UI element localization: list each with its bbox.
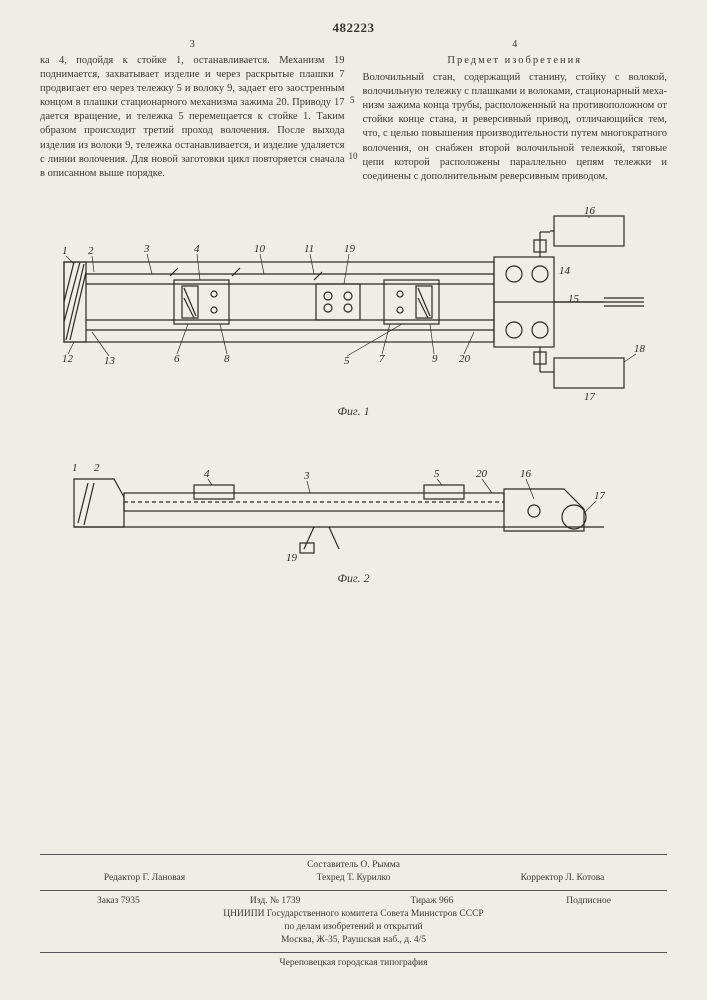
svg-text:17: 17 (594, 490, 606, 502)
figures-block: 1 2 3 4 10 11 19 16 14 15 18 17 20 9 7 5… (40, 202, 667, 586)
svg-text:2: 2 (88, 245, 94, 257)
footer-corrector: Корректор Л. Котова (458, 872, 667, 885)
svg-text:3: 3 (143, 243, 150, 255)
column-left: 3 ка 4, подойдя к стойке 1, останавливае… (40, 38, 345, 184)
svg-text:5: 5 (344, 355, 350, 367)
svg-text:1: 1 (72, 462, 78, 474)
marginal-10: 10 (349, 150, 358, 162)
figure-1: 1 2 3 4 10 11 19 16 14 15 18 17 20 9 7 5… (44, 202, 664, 402)
svg-text:18: 18 (634, 343, 646, 355)
svg-text:4: 4 (204, 468, 210, 480)
col-num-left: 3 (40, 38, 345, 52)
svg-text:19: 19 (344, 243, 356, 255)
marginal-5: 5 (350, 94, 355, 106)
svg-text:20: 20 (459, 353, 471, 365)
svg-text:4: 4 (194, 243, 200, 255)
svg-text:9: 9 (432, 353, 438, 365)
svg-text:10: 10 (254, 243, 266, 255)
svg-text:6: 6 (174, 353, 180, 365)
footer-tirage: Тираж 966 (354, 895, 511, 908)
svg-text:11: 11 (304, 243, 314, 255)
col-num-right: 4 (363, 38, 668, 52)
svg-text:5: 5 (434, 468, 440, 480)
column-right: 4 Предмет изобретения Волочильный стан, … (363, 38, 668, 184)
page: 482223 3 ка 4, подойдя к стойке 1, остан… (0, 0, 707, 1000)
footer-addr: Москва, Ж-35, Раушская наб., д. 4/5 (40, 934, 667, 947)
svg-text:13: 13 (104, 355, 116, 367)
patent-number: 482223 (40, 20, 667, 36)
svg-text:3: 3 (303, 470, 310, 482)
claim-text: Волочильный стан, содержащий станину, ст… (363, 72, 668, 182)
footer-printer: Череповецкая городская типография (40, 957, 667, 970)
text-columns: 3 ка 4, подойдя к стойке 1, останавливае… (40, 38, 667, 184)
footer-editor: Редактор Г. Лановая (40, 872, 249, 885)
body-text-left: ка 4, подойдя к стойке 1, останавливаетс… (40, 55, 345, 179)
svg-text:7: 7 (379, 353, 385, 365)
svg-text:8: 8 (224, 353, 230, 365)
figure-2: 1 2 4 3 5 20 16 17 19 (44, 439, 664, 569)
footer-compiler: Составитель О. Рымма (40, 859, 667, 872)
svg-text:17: 17 (584, 391, 596, 402)
svg-text:2: 2 (94, 462, 100, 474)
svg-text:19: 19 (286, 552, 298, 564)
svg-text:15: 15 (568, 293, 580, 305)
svg-text:20: 20 (476, 468, 488, 480)
svg-text:14: 14 (559, 265, 571, 277)
svg-text:16: 16 (520, 468, 532, 480)
footer-credits: Редактор Г. Лановая Техред Т. Курилко Ко… (40, 872, 667, 885)
footer-pub: Изд. № 1739 (197, 895, 354, 908)
footer-org1: ЦНИИПИ Государственного комитета Совета … (40, 908, 667, 921)
footer-sign: Подписное (510, 895, 667, 908)
claim-title: Предмет изобретения (363, 54, 668, 68)
fig1-caption: Фиг. 1 (40, 404, 667, 419)
svg-text:16: 16 (584, 205, 596, 217)
footer-pubrow: Заказ 7935 Изд. № 1739 Тираж 966 Подписн… (40, 895, 667, 908)
footer-techred: Техред Т. Курилко (249, 872, 458, 885)
footer-org2: по делам изобретений и открытий (40, 921, 667, 934)
footer: Составитель О. Рымма Редактор Г. Лановая… (40, 850, 667, 970)
svg-text:12: 12 (62, 353, 74, 365)
fig2-caption: Фиг. 2 (40, 571, 667, 586)
svg-text:1: 1 (62, 245, 68, 257)
footer-order: Заказ 7935 (40, 895, 197, 908)
